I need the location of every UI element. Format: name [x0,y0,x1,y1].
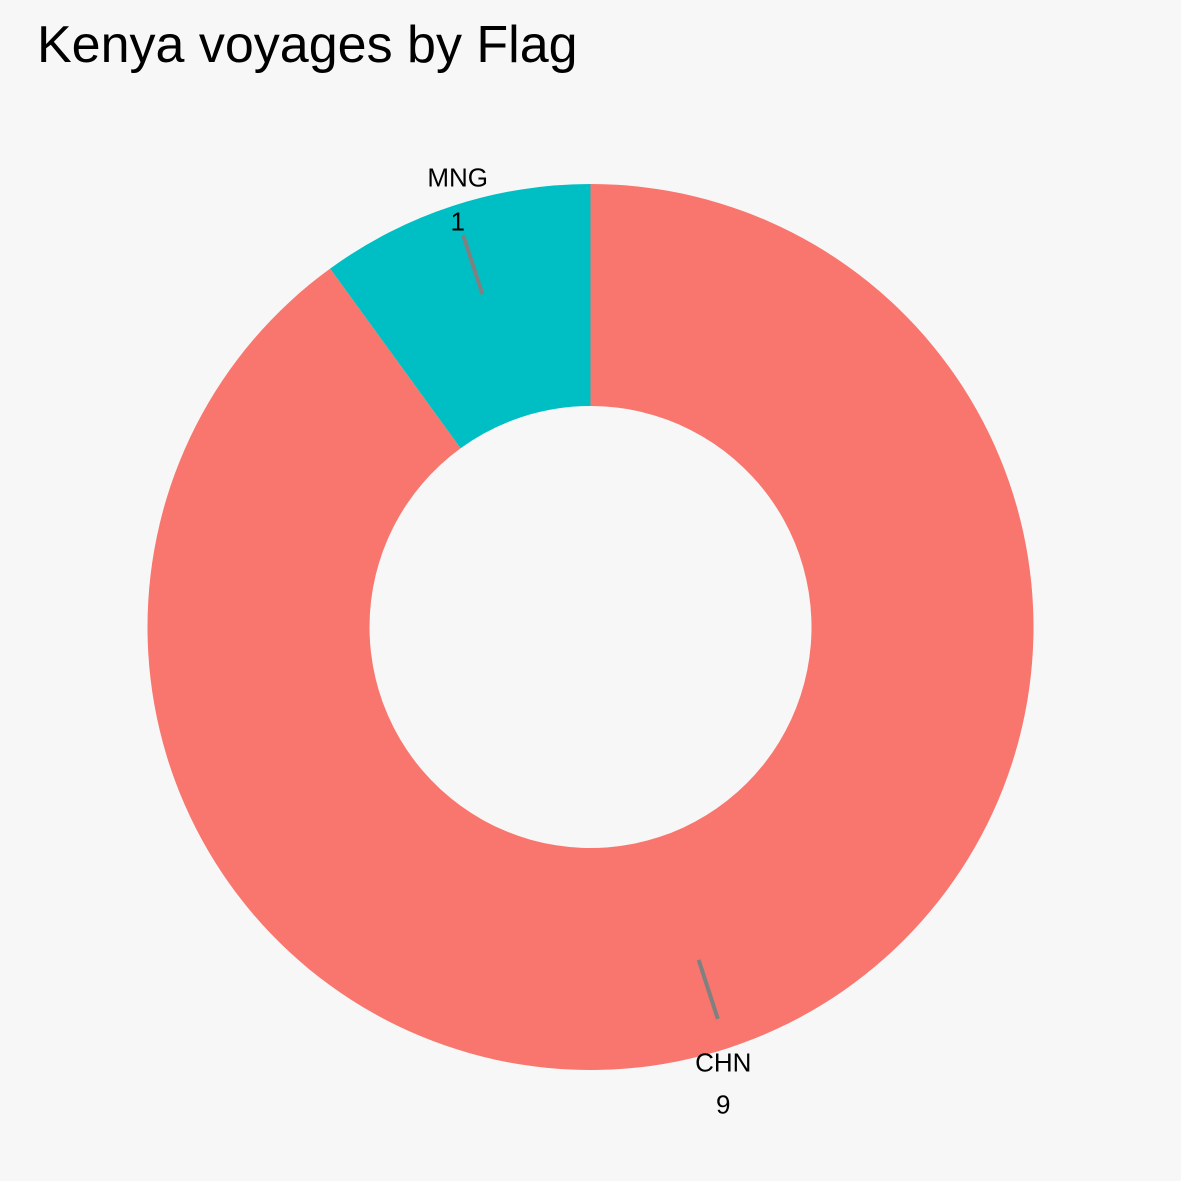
donut-slice-chn [147,184,1034,1070]
leaders-layer [461,234,720,1020]
slice-label-mng: MNG [427,162,488,192]
leader-line-chn [696,959,720,1020]
labels-layer: CHN 9 MNG 1 [427,162,751,1119]
leader-line-mng [461,234,485,295]
slice-value-chn: 9 [716,1090,730,1120]
slice-value-mng: 1 [450,206,464,236]
slices-layer [147,184,1034,1070]
chart-title: Kenya voyages by Flag [37,16,578,74]
slice-label-chn: CHN [695,1048,751,1078]
donut-slice-mng [330,184,591,449]
